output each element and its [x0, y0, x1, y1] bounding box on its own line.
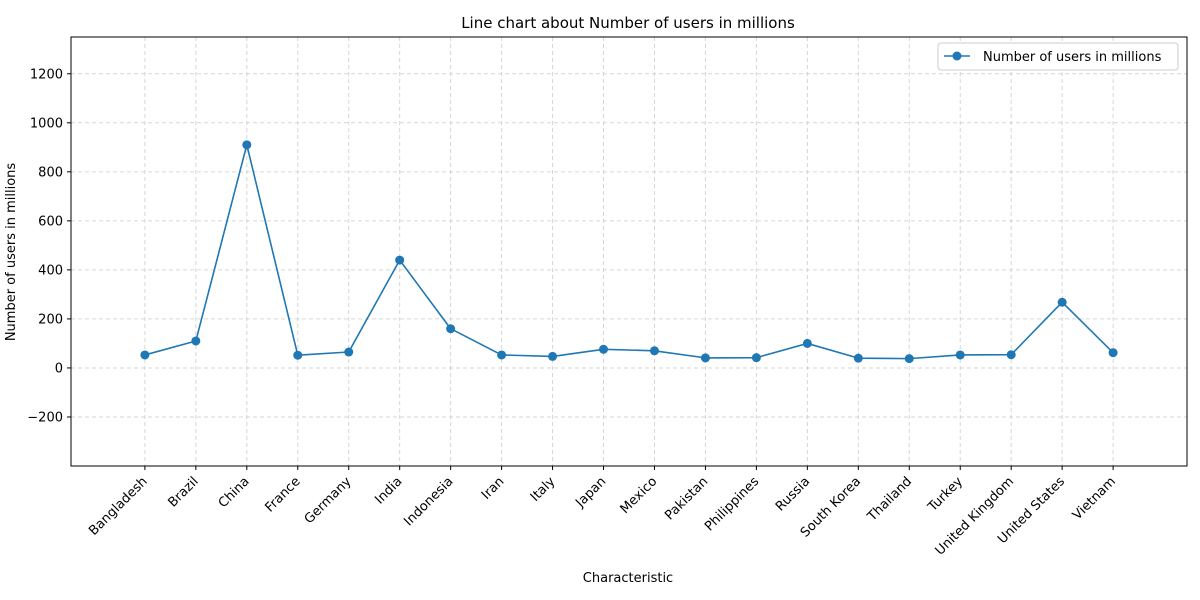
data-point-vietnam: [1108, 348, 1118, 358]
y-tick-label: 400: [38, 263, 63, 278]
y-tick-label: 0: [55, 361, 63, 376]
data-point-united-states: [1057, 297, 1067, 307]
y-tick-label: 200: [38, 312, 63, 327]
data-point-iran: [497, 350, 507, 360]
y-axis-label: Number of users in millions: [4, 163, 19, 342]
series-line: [144, 144, 1114, 360]
data-point-thailand: [904, 354, 914, 364]
legend-marker-swatch: [952, 51, 962, 61]
data-point-japan: [599, 344, 609, 354]
data-point-united-kingdom: [1006, 350, 1016, 360]
data-point-brazil: [191, 336, 201, 346]
series-layer: [140, 140, 1118, 364]
data-point-china: [242, 140, 252, 150]
y-tick-label: −200: [27, 410, 63, 425]
plot-frame: [70, 36, 1188, 467]
data-point-indonesia: [446, 324, 456, 334]
legend-entry-label: Number of users in millions: [983, 50, 1162, 65]
x-axis-label: Characteristic: [583, 571, 673, 586]
chart-title: Line chart about Number of users in mill…: [461, 14, 795, 32]
y-tick-label: 800: [38, 165, 63, 180]
y-axis-ticks: −200 0 200 400 600 800 1000 1200: [27, 67, 71, 425]
legend-box: [937, 42, 1179, 71]
data-point-philippines: [751, 353, 761, 363]
data-point-turkey: [955, 350, 965, 360]
data-point-india: [395, 255, 405, 265]
data-point-pakistan: [700, 353, 710, 363]
legend: Number of users in millions: [937, 42, 1179, 71]
grid-lines: [71, 37, 1187, 466]
data-point-south-korea: [853, 353, 863, 363]
data-point-france: [293, 350, 303, 360]
data-point-bangladesh: [140, 350, 150, 360]
y-tick-label: 1200: [30, 67, 63, 82]
data-point-germany: [344, 347, 354, 357]
data-point-italy: [548, 351, 558, 361]
data-point-mexico: [649, 346, 659, 356]
data-point-russia: [802, 338, 812, 348]
y-tick-label: 600: [38, 214, 63, 229]
y-tick-label: 1000: [30, 116, 63, 131]
